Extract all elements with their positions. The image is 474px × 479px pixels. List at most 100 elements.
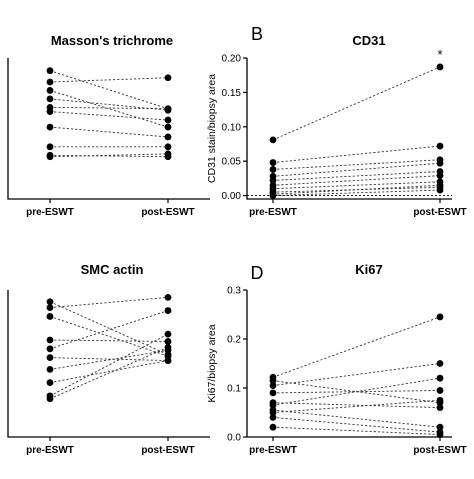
paired-line	[49, 310, 169, 350]
panel-letter: B	[251, 24, 263, 44]
paired-line	[49, 301, 169, 356]
data-point-pre	[269, 409, 277, 416]
paired-line	[49, 360, 169, 384]
paired-line	[49, 70, 169, 110]
data-point-post	[436, 360, 444, 367]
significance-star: *	[437, 47, 442, 62]
paired-line	[272, 363, 441, 386]
data-point-post	[164, 338, 172, 345]
paired-line	[272, 145, 441, 163]
data-point-pre	[269, 389, 277, 397]
data-point-post	[436, 142, 444, 150]
x-category-label: pre-ESWT	[26, 445, 74, 456]
y-tick-label: 0.1	[227, 384, 241, 395]
data-point-post	[436, 431, 444, 438]
data-point-pre	[269, 159, 277, 166]
paired-line	[49, 333, 169, 397]
chart-title: SMC actin	[81, 262, 144, 277]
data-point-pre	[46, 395, 54, 403]
chart-title: Ki67	[355, 262, 382, 277]
paired-line	[272, 184, 441, 195]
paired-line	[272, 409, 441, 428]
paired-line	[272, 186, 441, 193]
paired-line	[49, 77, 169, 83]
x-category-label: post-ESWT	[141, 207, 194, 218]
panel-c: SMC actin pre-ESWT post-ESWT	[7, 262, 210, 456]
data-point-pre	[269, 136, 277, 144]
y-axis-label: Ki67/biopsy area	[206, 324, 218, 402]
y-tick-label: 0.2	[227, 335, 241, 346]
data-point-pre	[269, 377, 277, 385]
data-point-post	[436, 396, 444, 404]
data-point-post	[164, 150, 172, 158]
y-tick-label: 0.0	[227, 433, 241, 444]
paired-line	[49, 296, 169, 309]
data-point-pre	[46, 67, 54, 75]
data-point-post	[164, 143, 172, 151]
axes	[7, 290, 210, 438]
y-tick-label: 0.20	[222, 54, 242, 65]
paired-line	[49, 339, 169, 342]
paired-line	[272, 416, 441, 433]
data-point-pre	[46, 153, 54, 161]
data-point-post	[436, 374, 444, 382]
data-point-pre	[269, 166, 277, 173]
data-point-pre	[46, 354, 54, 362]
paired-line	[272, 377, 441, 406]
axes	[246, 290, 452, 438]
data-point-post	[164, 343, 172, 351]
data-point-pre	[269, 382, 277, 389]
data-point-post	[436, 159, 444, 167]
data-point-pre	[269, 177, 277, 184]
axes	[246, 58, 452, 200]
data-point-post	[164, 116, 172, 124]
data-point-pre	[46, 304, 54, 312]
data-point-post	[436, 63, 444, 71]
paired-line	[272, 316, 441, 378]
paired-line	[272, 66, 441, 141]
data-point-pre	[269, 423, 277, 431]
x-category-label: pre-ESWT	[249, 445, 297, 456]
chart-title: Masson's trichrome	[51, 33, 173, 48]
paired-line	[272, 399, 441, 413]
y-tick-label: 0.00	[222, 191, 242, 202]
data-point-pre	[46, 365, 54, 373]
data-point-pre	[46, 87, 54, 94]
data-point-pre	[46, 313, 54, 320]
data-point-post	[436, 387, 444, 394]
data-point-pre	[46, 108, 54, 115]
paired-line	[272, 402, 441, 409]
paired-line	[49, 349, 169, 370]
paired-line	[272, 162, 441, 177]
paired-line	[272, 175, 441, 186]
data-point-post	[436, 172, 444, 180]
data-point-pre	[46, 336, 54, 344]
y-tick-label: 0.05	[222, 157, 242, 168]
y-tick-label: 0.15	[222, 88, 242, 99]
panel-d: D Ki67 0.0 0.1 0.2 0.3 pre-ESWT post-ESWT Ki67/b…	[206, 262, 467, 456]
data-point-post	[164, 123, 172, 131]
data-point-pre	[46, 298, 54, 306]
data-point-post	[436, 181, 444, 189]
x-category-label: post-ESWT	[413, 207, 466, 218]
paired-line	[49, 106, 169, 110]
data-point-pre	[269, 414, 277, 421]
data-point-pre	[269, 192, 277, 199]
data-point-post	[436, 423, 444, 431]
paired-line	[49, 357, 169, 362]
axes	[7, 58, 210, 200]
paired-line	[49, 346, 169, 400]
data-point-post	[164, 105, 172, 113]
paired-line	[49, 111, 169, 121]
x-category-label: pre-ESWT	[249, 207, 297, 218]
data-point-pre	[46, 143, 54, 151]
data-point-post	[164, 307, 172, 314]
data-point-post	[164, 330, 172, 338]
paired-line	[49, 90, 169, 128]
paired-line	[272, 390, 441, 394]
y-tick-label: 0.10	[222, 122, 242, 133]
data-point-pre	[46, 123, 54, 131]
data-point-pre	[269, 401, 277, 409]
